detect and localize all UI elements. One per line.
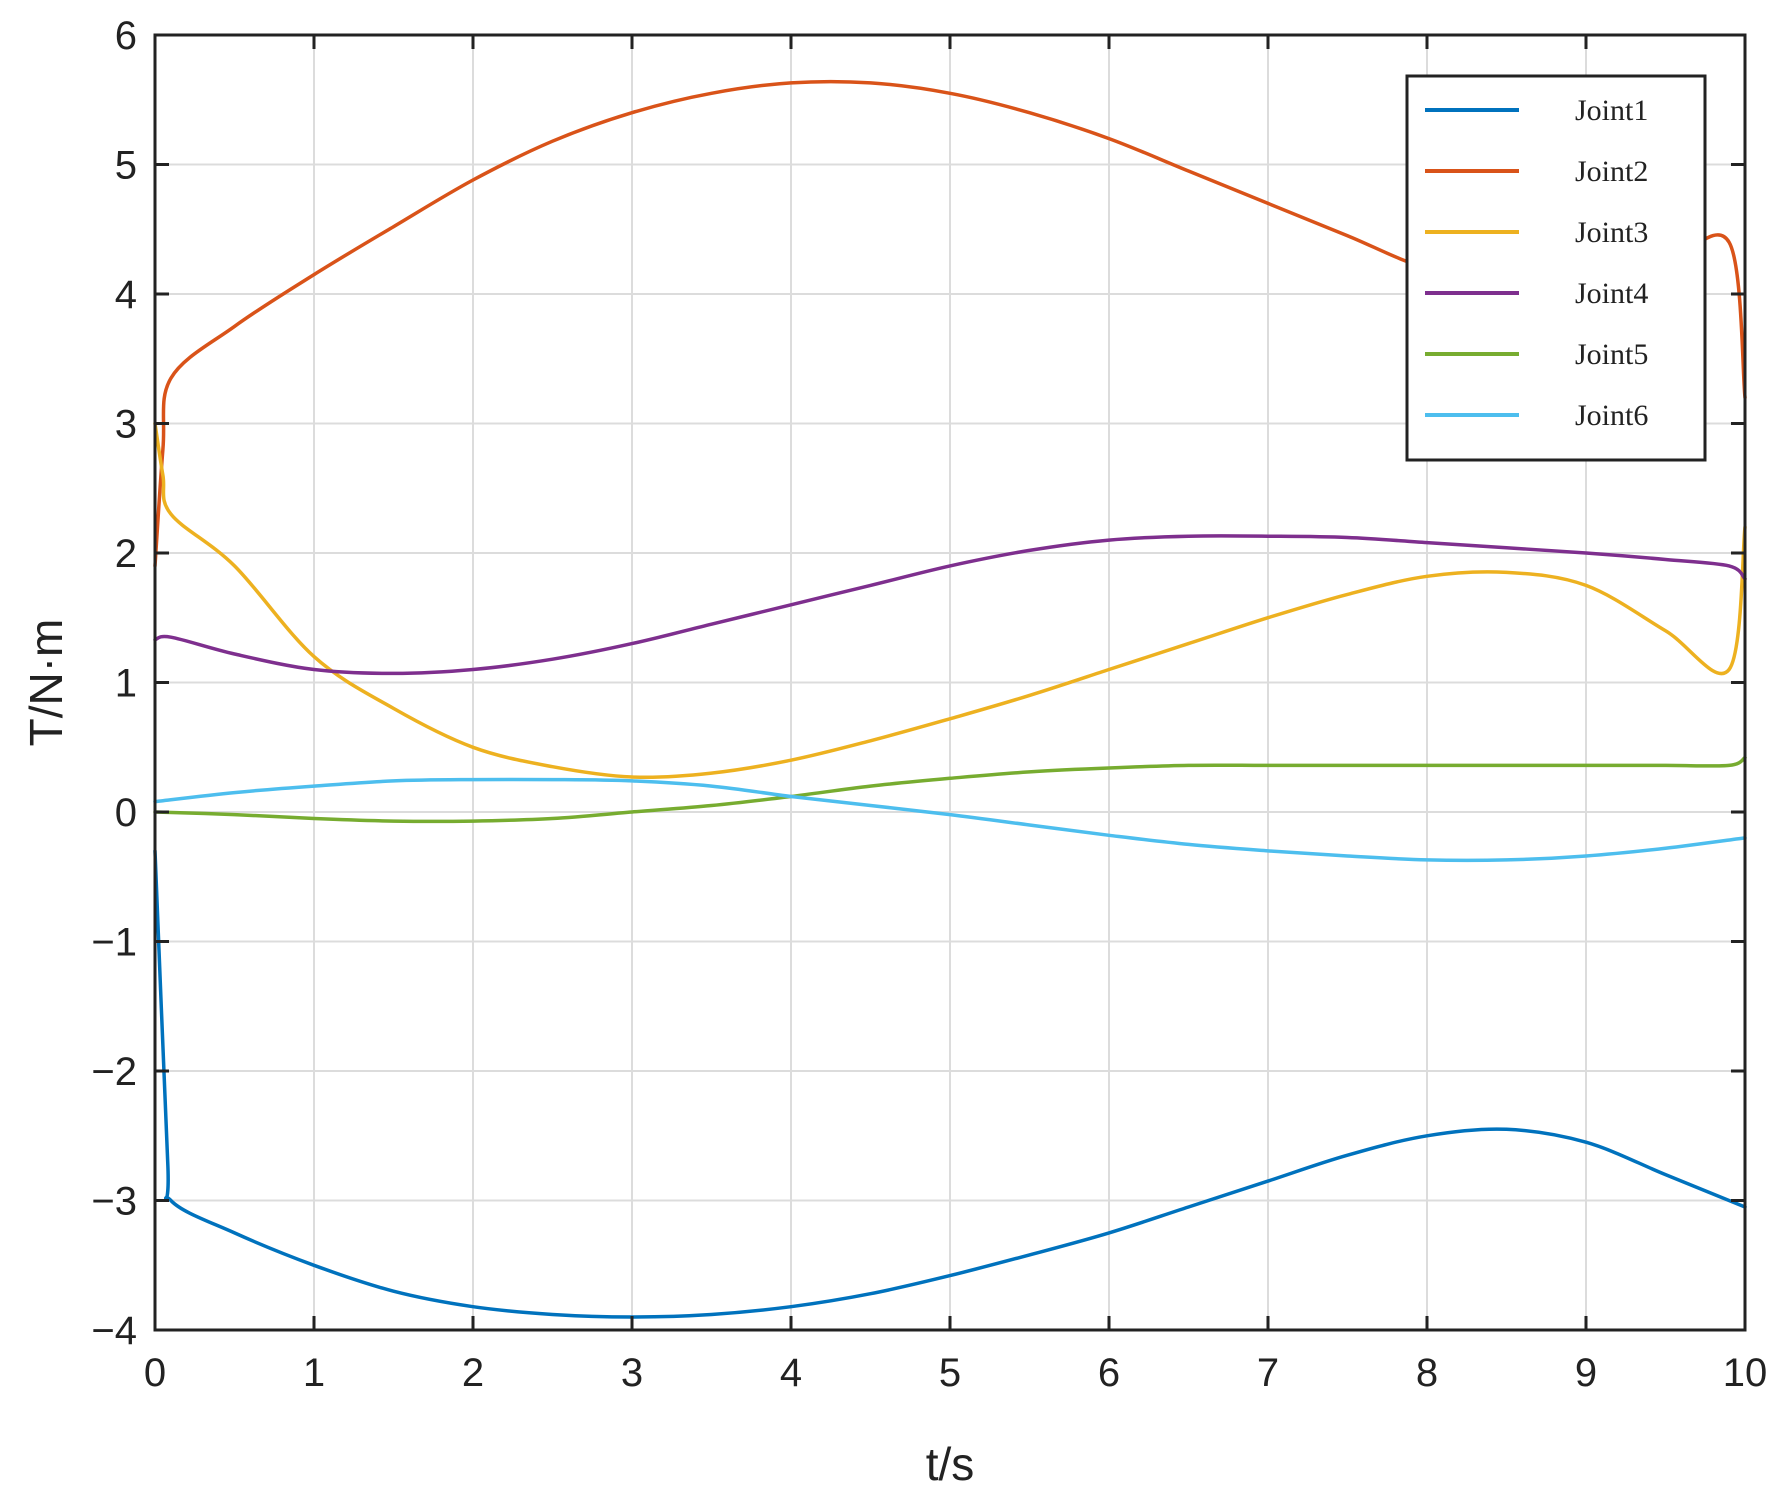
x-tick-label: 0: [144, 1351, 166, 1395]
x-axis-label: t/s: [926, 1438, 975, 1490]
x-tick-label: 10: [1723, 1351, 1768, 1395]
legend-box: [1405, 74, 1707, 462]
x-tick-label: 3: [621, 1351, 643, 1395]
y-tick-label: −4: [91, 1309, 137, 1353]
x-tick-label: 7: [1257, 1351, 1279, 1395]
series-line-joint6: [153, 777, 1747, 863]
legend-label: Joint1: [1575, 94, 1648, 127]
y-tick-label: 3: [115, 403, 137, 447]
x-tick-label: 5: [939, 1351, 961, 1395]
y-tick-label: 1: [115, 662, 137, 706]
legend-label: Joint4: [1575, 277, 1648, 310]
y-tick-label: 6: [115, 14, 137, 58]
series-line-joint5: [153, 755, 1747, 824]
y-tick-label: 0: [115, 791, 137, 835]
series-line-joint1: [153, 849, 1747, 1319]
y-tick-label: 2: [115, 532, 137, 576]
series-line-joint4: [153, 534, 1747, 676]
x-tick-label: 6: [1098, 1351, 1120, 1395]
x-tick-label: 9: [1575, 1351, 1597, 1395]
x-tick-label: 1: [303, 1351, 325, 1395]
y-tick-label: 5: [115, 144, 137, 188]
legend-label: Joint5: [1575, 338, 1648, 371]
series-line-joint3: [153, 421, 1747, 780]
y-tick-label: −3: [91, 1180, 137, 1224]
y-axis-label: T/N·m: [20, 619, 72, 747]
legend-label: Joint3: [1575, 216, 1648, 249]
legend-label: Joint2: [1575, 155, 1648, 188]
y-tick-labels: 6 5 4 3 2 1 0 −1 −2 −3 −4: [91, 14, 137, 1353]
y-tick-label: −1: [91, 921, 137, 965]
x-tick-labels: 0 1 2 3 4 5 6 7 8 9 10: [144, 1351, 1767, 1395]
y-tick-label: 4: [115, 273, 137, 317]
legend: Joint1 Joint2 Joint3 Joint4 Joint5 Joint6: [1405, 74, 1707, 462]
tick-marks: [153, 33, 1747, 1332]
y-tick-label: −2: [91, 1050, 137, 1094]
x-tick-label: 4: [780, 1351, 802, 1395]
x-tick-label: 2: [462, 1351, 484, 1395]
x-tick-label: 8: [1416, 1351, 1438, 1395]
legend-label: Joint6: [1575, 399, 1648, 432]
